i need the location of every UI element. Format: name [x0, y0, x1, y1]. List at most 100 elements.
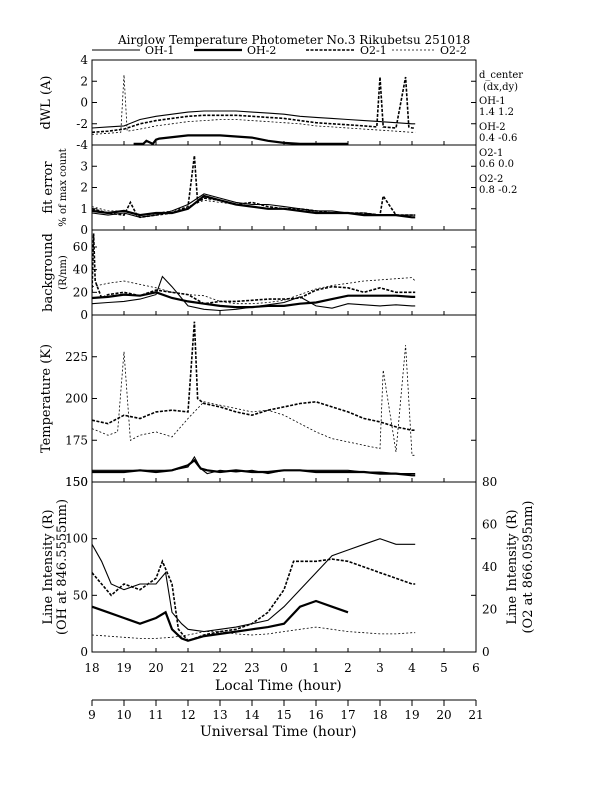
series-bg-oh-2 — [92, 291, 416, 309]
ylabel-bg: background — [41, 233, 56, 312]
ytick-label-int: 100 — [65, 532, 88, 546]
xtick-label-ut: 10 — [116, 708, 131, 722]
dcenter-value-o2-1: 0.6 0.0 — [479, 159, 514, 170]
ytick-label-dwl: -4 — [76, 138, 88, 152]
series-int-oh-2 — [92, 599, 349, 642]
series — [92, 74, 416, 642]
ytick-label-right-int: 60 — [482, 518, 497, 532]
xtick-label-local: 2 — [344, 661, 352, 675]
dcenter-annotation: d_center (dx,dy) OH-11.4 1.2 OH-20.4 -0.6… — [479, 70, 523, 196]
ytick-label-dwl: -2 — [76, 117, 88, 131]
xtick-label-ut: 12 — [180, 708, 195, 722]
series-int-o2-2 — [92, 626, 416, 639]
ytick-label-right-int: 0 — [482, 645, 490, 659]
ylabel-right-int: Line Intensity (R) — [505, 509, 520, 624]
xtick-label-ut: 19 — [404, 708, 419, 722]
xtick-label-ut: 16 — [308, 708, 323, 722]
xtick-label-local: 19 — [116, 661, 131, 675]
dcenter-subtitle: (dx,dy) — [483, 82, 518, 93]
xtick-label-local: 21 — [180, 661, 195, 675]
xtick-label-local: 4 — [408, 661, 416, 675]
xtick-label-ut: 17 — [340, 708, 355, 722]
panel-frame-dwl — [91, 59, 477, 146]
dcenter-label-o2-2: O2-2 — [479, 174, 503, 185]
dcenter-label-oh-1: OH-1 — [479, 96, 506, 107]
chart-title: Airglow Temperature Photometer No.3 Riku… — [117, 33, 470, 47]
series-fit-o2-2 — [92, 199, 416, 216]
xtick-label-local: 5 — [440, 661, 448, 675]
ytick-label-bg: 40 — [73, 263, 88, 277]
dcenter-title: d_center — [479, 70, 523, 81]
legend-label-o2-1: O2-1 — [360, 44, 387, 57]
ytick-label-temp: 175 — [65, 433, 88, 447]
series-temp-o2-2 — [92, 345, 416, 456]
panel-frame-temp — [91, 314, 477, 483]
legend-label-oh-1: OH-1 — [145, 44, 174, 57]
xtick-label-ut: 13 — [212, 708, 227, 722]
xtick-label-local: 22 — [212, 661, 227, 675]
xtick-label-local: 0 — [280, 661, 288, 675]
series-bg-oh-1 — [92, 275, 416, 312]
panel-frame-int — [91, 481, 477, 653]
xtick-label-local: 23 — [244, 661, 259, 675]
ytick-label-temp: 150 — [65, 475, 88, 489]
xtick-label-local: 20 — [148, 661, 163, 675]
series-temp-oh-2 — [92, 458, 416, 477]
xtick-label-ut: 20 — [436, 708, 451, 722]
series-dwl-o2-2 — [92, 74, 416, 135]
ylabel2-right-int: (O2 at 866.0595nm) — [521, 500, 536, 633]
xtick-label-ut: 15 — [276, 708, 291, 722]
ylabel2-fit: % of max count — [58, 148, 69, 226]
xaxis-local-label: Local Time (hour) — [215, 678, 342, 694]
series-bg-o2-2 — [92, 277, 416, 305]
ytick-label-bg: 0 — [80, 308, 88, 322]
ylabel2-int: (OH at 846.5555nm) — [55, 499, 70, 635]
legend-label-oh-2: OH-2 — [247, 44, 276, 57]
series-int-oh-1 — [92, 538, 416, 633]
ylabel-int: Line Intensity (R) — [41, 509, 56, 624]
series-int-o2-1 — [92, 558, 416, 642]
ytick-label-int: 50 — [73, 588, 88, 602]
ytick-label-fit: 1 — [80, 202, 88, 216]
panel-frame-fit — [91, 144, 477, 231]
xtick-label-local: 1 — [312, 661, 320, 675]
ytick-label-bg: 20 — [73, 285, 88, 299]
xtick-label-ut: 11 — [148, 708, 163, 722]
ylabel-temp: Temperature (K) — [39, 344, 54, 453]
ytick-label-fit: 2 — [80, 181, 88, 195]
xtick-label-local: 6 — [472, 661, 480, 675]
ytick-label-dwl: 2 — [80, 74, 88, 88]
ylabel2-bg: (R/nm) — [58, 255, 69, 290]
xaxis-ut-label: Universal Time (hour) — [200, 724, 357, 740]
ytick-label-dwl: 0 — [80, 96, 88, 110]
xtick-label-local: 3 — [376, 661, 384, 675]
ytick-label-int: 150 — [65, 475, 88, 489]
ytick-label-right-int: 80 — [482, 475, 497, 489]
ytick-label-right-int: 40 — [482, 560, 497, 574]
xtick-label-local: 18 — [84, 661, 99, 675]
dcenter-value-o2-2: 0.8 -0.2 — [479, 185, 517, 196]
ytick-label-dwl: 4 — [80, 53, 88, 67]
ytick-label-temp: 225 — [65, 350, 88, 364]
legend: OH-1 OH-2 O2-1 O2-2 — [92, 44, 467, 57]
ylabel-dwl: dWL (A) — [39, 76, 54, 130]
series-dwl-oh-2 — [133, 134, 348, 145]
series-temp-o2-1 — [92, 321, 416, 432]
xtick-label-ut: 14 — [244, 708, 260, 722]
xtick-label-ut: 21 — [468, 708, 483, 722]
ylabel-fit: fit error — [41, 161, 56, 214]
series-fit-o2-1 — [92, 155, 416, 219]
xtick-label-ut: 18 — [372, 708, 387, 722]
legend-label-o2-2: O2-2 — [440, 44, 467, 57]
ytick-label-right-int: 20 — [482, 603, 497, 617]
ytick-label-fit: 3 — [80, 159, 88, 173]
series-dwl-o2-1 — [92, 76, 416, 134]
ytick-label-temp: 200 — [65, 392, 88, 406]
series-bg-o2-1 — [92, 233, 416, 305]
ytick-label-int: 0 — [80, 645, 88, 659]
series-dwl-oh-1 — [92, 110, 416, 129]
dcenter-value-oh-1: 1.4 1.2 — [479, 107, 514, 118]
